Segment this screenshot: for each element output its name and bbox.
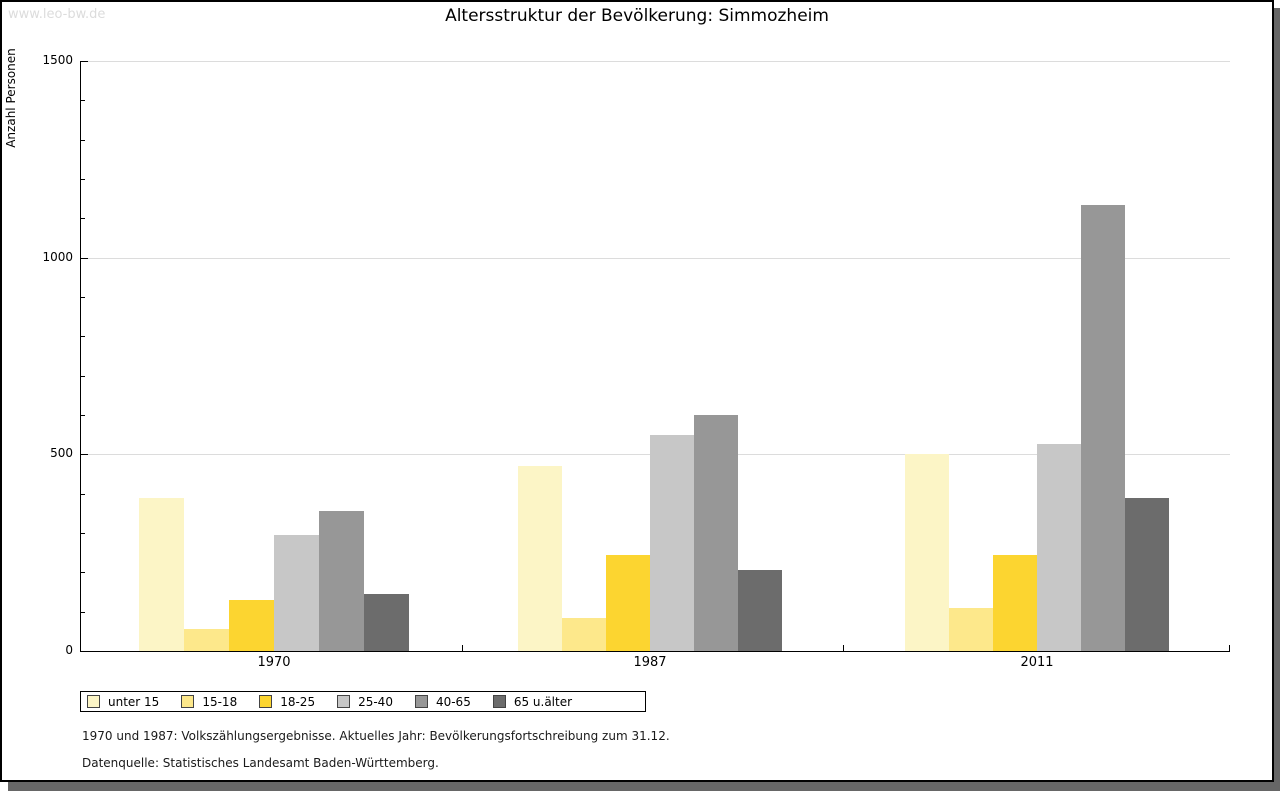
legend-label: 18-25 [280, 694, 316, 709]
y-minor-tick-1300 [81, 140, 85, 141]
legend-swatch [87, 695, 100, 708]
frame-shadow-right [1274, 8, 1280, 791]
x-tick-0 [462, 645, 463, 651]
bar-1987-15-18 [562, 618, 606, 651]
bar-2011-15-18 [949, 608, 993, 651]
bar-2011-18-25 [993, 555, 1037, 651]
y-minor-tick-400 [81, 494, 85, 495]
legend-swatch [181, 695, 195, 708]
legend-label: 65 u.älter [513, 694, 573, 709]
bar-1987-unter 15 [518, 466, 562, 651]
gridline-1000 [81, 258, 1230, 259]
legend-item-18-25: 18-25 [259, 695, 315, 709]
legend-swatch [259, 695, 273, 708]
legend-item-40-65: 40-65 [414, 694, 471, 709]
y-minor-tick-1200 [81, 179, 85, 180]
bar-1970-unter 15 [139, 498, 184, 651]
bar-2011-65 u.älter [1125, 498, 1169, 651]
frame-shadow-bottom [8, 782, 1274, 791]
y-minor-tick-600 [81, 415, 85, 416]
bar-1970-18-25 [229, 600, 274, 651]
bar-1970-25-40 [274, 535, 319, 651]
gridline-1500 [81, 61, 1230, 62]
footnote-sources: 1970 und 1987: Volkszählungsergebnisse. … [82, 729, 670, 743]
y-minor-tick-200 [81, 572, 85, 573]
legend-swatch [337, 695, 351, 708]
y-minor-tick-800 [81, 336, 85, 337]
plot-area: 0 500 1000 1500 1970 1987 2011 [42, 53, 1230, 670]
y-minor-tick-1100 [81, 218, 85, 219]
y-minor-tick-700 [81, 376, 85, 377]
legend-label: unter 15 [108, 694, 160, 709]
x-tick-2 [1229, 645, 1230, 651]
bar-2011-25-40 [1037, 444, 1081, 651]
y-tick-1000 [81, 258, 88, 259]
y-axis-label: Anzahl Personen [4, 48, 18, 148]
y-tick-0 [81, 651, 88, 652]
bar-1987-25-40 [650, 435, 694, 651]
bar-1970-40-65 [319, 511, 364, 651]
legend-label: 40-65 [435, 694, 471, 709]
y-tick-1500 [81, 61, 88, 62]
y-tick-label-1000: 1000 [42, 250, 73, 264]
y-tick-500 [81, 454, 88, 455]
bar-2011-40-65 [1081, 205, 1125, 651]
legend-item-25-40: 25-40 [337, 695, 393, 709]
y-minor-tick-100 [81, 612, 85, 613]
legend-item-65 u.älter: 65 u.älter [492, 694, 573, 709]
footnote-data-source: Datenquelle: Statistisches Landesamt Bad… [82, 756, 439, 770]
footnotes: 1970 und 1987: Volkszählungsergebnisse. … [82, 729, 670, 783]
watermark: www.leo-bw.de [8, 7, 106, 22]
y-minor-tick-900 [81, 297, 85, 298]
bar-1987-18-25 [606, 555, 650, 651]
bar-1987-65 u.älter [738, 570, 782, 651]
legend-item-unter 15: unter 15 [87, 695, 159, 709]
bar-1987-40-65 [694, 415, 738, 651]
bar-1970-65 u.älter [364, 594, 409, 651]
y-minor-tick-1400 [81, 100, 85, 101]
x-category-label-1987: 1987 [633, 655, 667, 670]
y-tick-label-0: 0 [65, 643, 73, 657]
chart-title: Altersstruktur der Bevölkerung: Simmozhe… [445, 6, 829, 26]
legend: unter 15 15-18 18-25 25-40 40-65 65 u.älter [80, 691, 646, 712]
legend-label: 15-18 [202, 694, 238, 709]
legend-swatch [414, 695, 428, 708]
legend-swatch [492, 695, 506, 708]
y-minor-tick-300 [81, 533, 85, 534]
legend-label: 25-40 [358, 694, 393, 709]
x-category-label-2011: 2011 [1020, 655, 1054, 670]
bar-2011-unter 15 [905, 454, 949, 651]
bar-1970-15-18 [184, 629, 229, 651]
y-tick-label-1500: 1500 [42, 53, 73, 67]
y-tick-label-500: 500 [50, 446, 73, 460]
x-category-label-1970: 1970 [257, 655, 291, 670]
x-tick-1 [843, 645, 844, 651]
legend-item-15-18: 15-18 [181, 695, 237, 709]
